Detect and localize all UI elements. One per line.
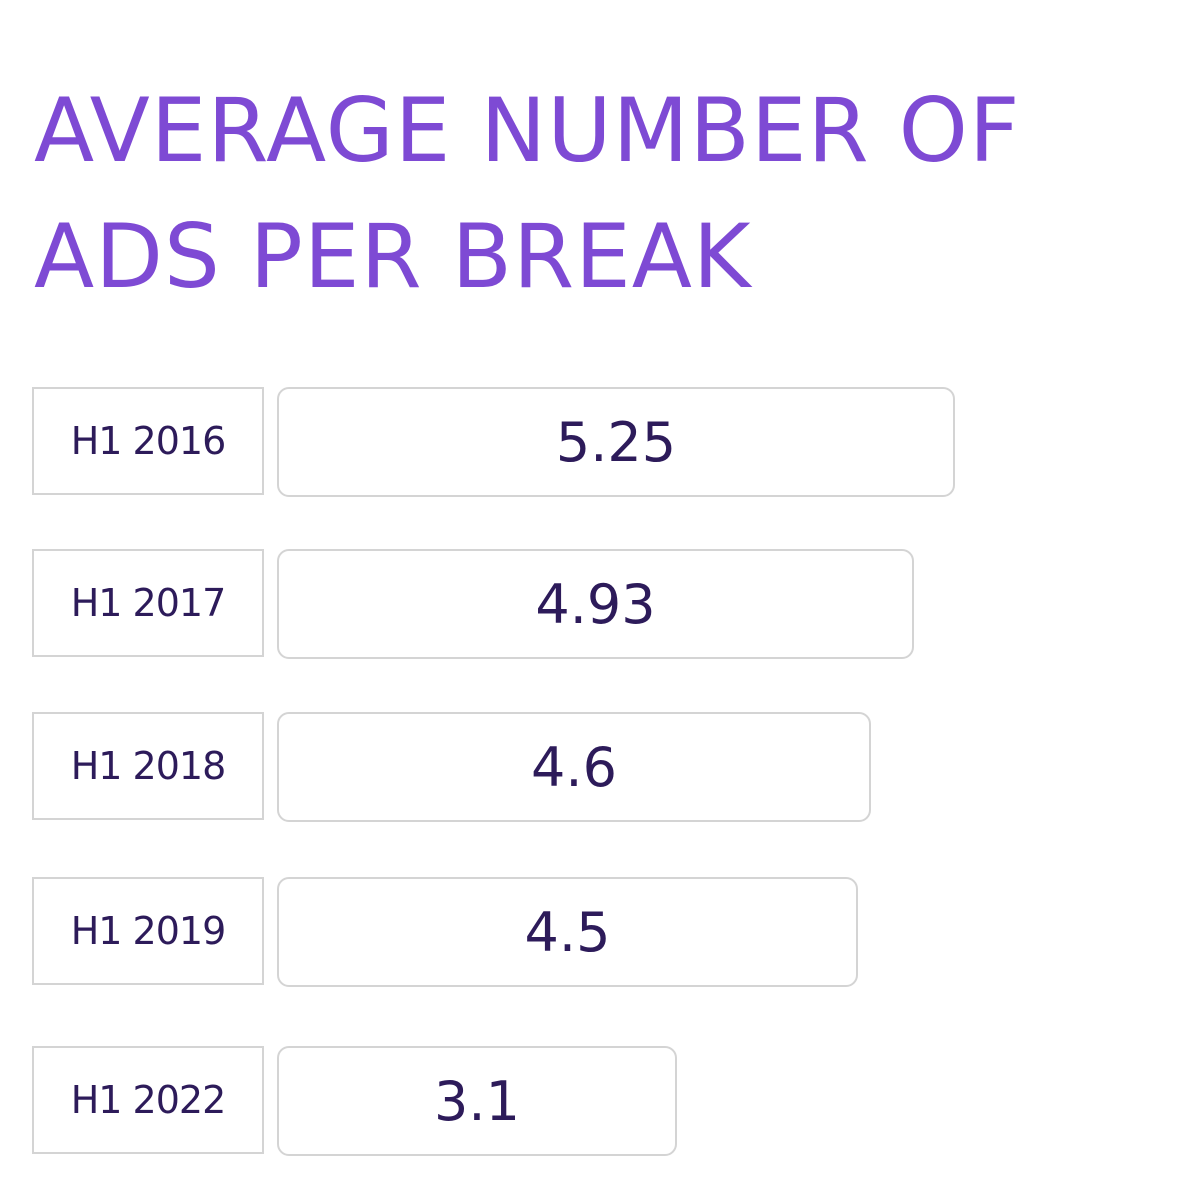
bar-row: H1 2019 4.5 — [32, 877, 1032, 987]
bar-row: H1 2016 5.25 — [32, 387, 1032, 497]
bar-row: H1 2018 4.6 — [32, 712, 1032, 822]
category-label: H1 2018 — [32, 712, 264, 820]
category-label: H1 2022 — [32, 1046, 264, 1154]
bar: 4.93 — [277, 549, 914, 659]
category-label: H1 2017 — [32, 549, 264, 657]
bar: 5.25 — [277, 387, 955, 497]
bar-row: H1 2017 4.93 — [32, 549, 1032, 659]
bar: 3.1 — [277, 1046, 677, 1156]
bar: 4.5 — [277, 877, 858, 987]
chart-title: AVERAGE NUMBER OF ADS PER BREAK — [34, 79, 1021, 308]
bar: 4.6 — [277, 712, 871, 822]
category-label: H1 2016 — [32, 387, 264, 495]
bar-row: H1 2022 3.1 — [32, 1046, 1032, 1156]
category-label: H1 2019 — [32, 877, 264, 985]
